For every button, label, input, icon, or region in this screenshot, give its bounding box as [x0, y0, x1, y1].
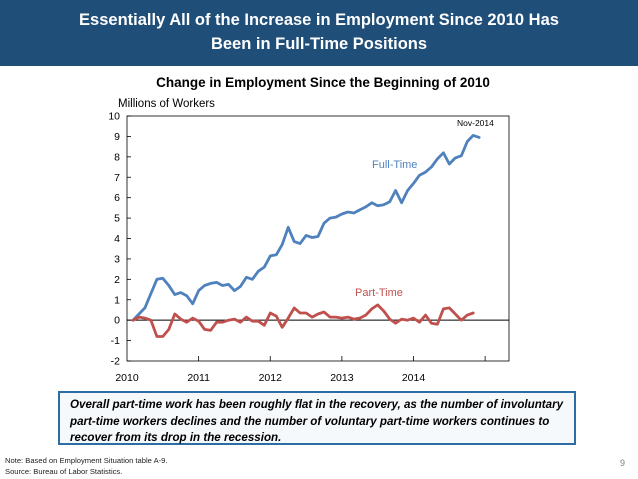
chart-title: Change in Employment Since the Beginning… [156, 75, 490, 90]
x-tick-label: 2012 [259, 372, 283, 384]
y-tick-label: 0 [114, 315, 120, 327]
y-tick-label: 4 [114, 233, 120, 245]
page-number: 9 [620, 458, 626, 468]
series-line-part-time [131, 303, 475, 338]
x-tick-label: 2013 [330, 372, 354, 384]
footnote-note: Note: Based on Employment Situation tabl… [5, 456, 168, 465]
y-tick-label: 7 [114, 172, 120, 184]
x-tick-label: 2011 [187, 372, 210, 384]
y-tick-label: -2 [111, 356, 120, 368]
y-tick-label: 3 [114, 253, 120, 265]
y-tick-label: 6 [114, 192, 120, 204]
series-line-full-time [131, 133, 481, 322]
series-label-full-time: Full-Time [372, 159, 417, 171]
y-tick-label: 8 [114, 151, 120, 163]
y-tick-label: 5 [114, 213, 120, 225]
page-title: Essentially All of the Increase in Emplo… [79, 11, 559, 53]
footnote-source: Source: Bureau of Labor Statistics. [5, 467, 123, 476]
chart-axes [126, 115, 510, 362]
y-tick-label: 10 [108, 111, 120, 123]
y-tick-label: 2 [114, 274, 120, 286]
chart-series [131, 133, 481, 338]
x-tick-label: 2010 [115, 372, 139, 384]
y-tick-label: 9 [114, 131, 120, 143]
header-banner: Essentially All of the Increase in Emplo… [0, 0, 638, 66]
y-axis-label: Millions of Workers [118, 98, 215, 110]
plot-frame [126, 115, 510, 362]
series-label-part-time: Part-Time [355, 287, 403, 299]
annotation-end-date: Nov-2014 [457, 118, 494, 128]
y-tick-label: 1 [114, 294, 120, 306]
callout-box: Overall part-time work has been roughly … [58, 391, 576, 445]
y-tick-label: -1 [111, 335, 120, 347]
callout-text: Overall part-time work has been roughly … [70, 398, 564, 444]
x-tick-label: 2014 [402, 372, 426, 384]
